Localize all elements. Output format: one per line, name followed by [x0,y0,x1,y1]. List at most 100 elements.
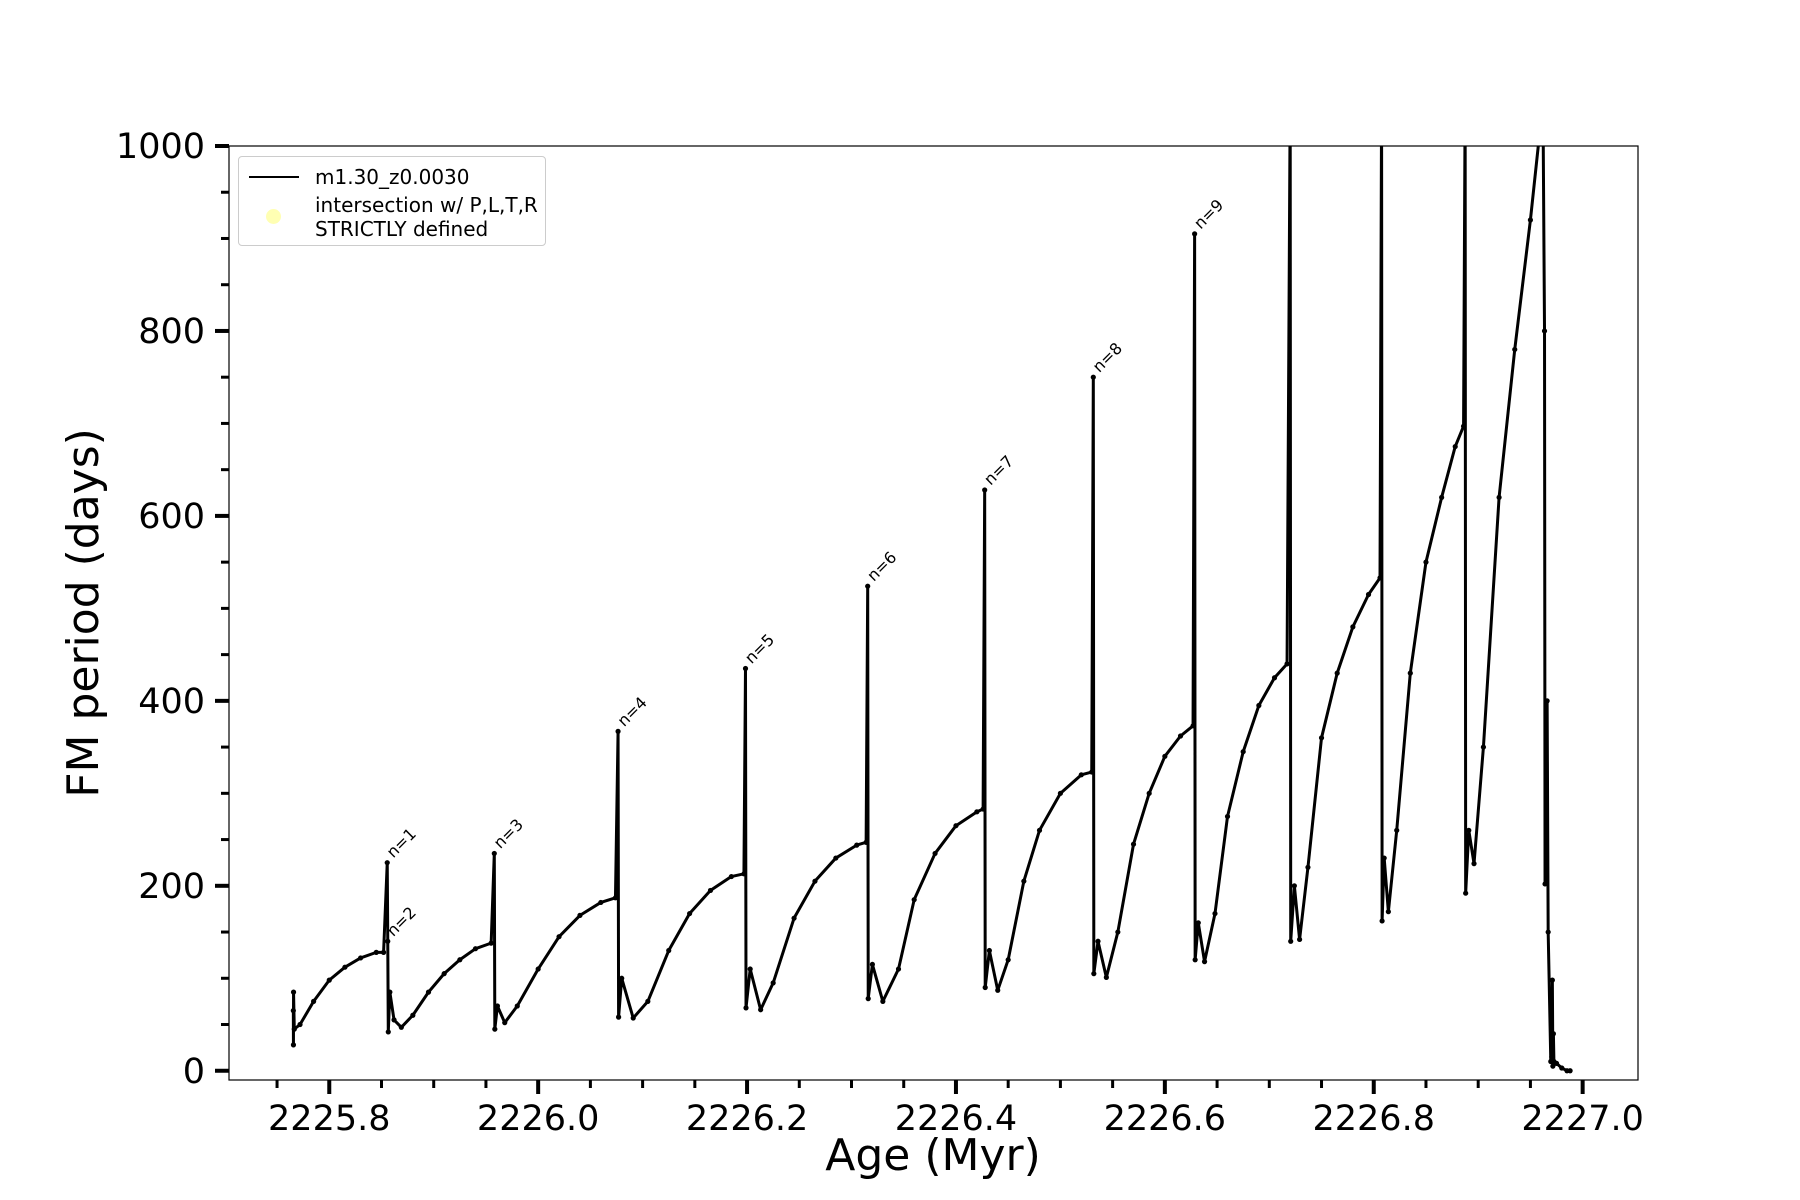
data-point [290,1008,296,1014]
data-point [472,946,479,952]
data-point [1385,909,1391,915]
data-point [290,1042,297,1048]
data-point [1460,423,1467,429]
data-point [1439,494,1445,501]
data-point [514,1003,520,1009]
y-tick-label: 800 [138,312,205,352]
data-point [577,912,583,918]
data-point [1177,733,1184,739]
y-tick-label: 200 [138,867,205,907]
data-point [1549,1054,1555,1060]
data-point [1542,881,1548,887]
data-point [880,998,886,1004]
x-tick-label: 2226.8 [1313,1099,1435,1139]
data-point [1212,910,1218,917]
data-point [986,947,992,954]
data-point [1057,790,1064,796]
data-point [1559,1065,1565,1071]
data-point [911,897,917,903]
data-point [1190,723,1196,729]
data-point [488,940,494,946]
data-point [358,955,364,961]
data-point [1466,827,1472,833]
data-point [1379,97,1384,102]
data-point [1496,494,1502,501]
data-point [1162,753,1168,759]
data-point [1350,624,1356,630]
data-point [728,873,734,880]
data-point [1256,702,1262,709]
data-point [615,728,621,734]
data-point [1540,97,1545,102]
x-tick-label: 2226.2 [686,1099,808,1139]
data-point [974,809,980,815]
data-point [1192,957,1198,963]
data-point [863,839,869,845]
x-tick-label: 2226.4 [895,1099,1017,1139]
x-tick-label: 2225.8 [268,1099,390,1139]
data-point [1224,813,1231,820]
data-point [425,989,432,995]
data-point [1271,675,1278,681]
y-axis-label: FM period (days) [58,428,109,798]
data-point [1130,841,1137,847]
data-point [391,1017,397,1023]
data-point [398,1024,404,1030]
data-point [666,947,672,954]
data-point [1379,918,1385,924]
data-point [1036,827,1043,833]
data-point [953,823,959,829]
data-point [1192,231,1198,237]
data-point [1463,97,1468,102]
data-point [1115,929,1121,935]
legend-entry: intersection w/ P,L,T,R STRICTLY defined [239,193,538,241]
data-point [1296,936,1303,943]
data-point [1549,977,1555,983]
data-point [1240,749,1246,755]
data-point [1095,938,1101,944]
data-point [1291,883,1297,889]
data-point [1527,217,1534,223]
data-point [742,665,749,672]
data-point [1550,1063,1556,1069]
legend-text: m1.30_z0.0030 [315,165,470,189]
data-point [1544,698,1550,704]
data-point [1548,1012,1554,1018]
data-point [854,842,860,848]
data-point [297,1021,303,1028]
y-tick-label: 1000 [116,127,205,167]
data-point [598,899,604,906]
annotation: n=1 [383,824,420,861]
annotation: n=7 [980,452,1017,489]
data-point [494,1003,501,1009]
data-point [1545,929,1551,935]
data-point [1377,575,1383,581]
data-point [741,871,747,877]
data-point [1146,790,1152,796]
data-point [612,895,619,901]
data-point [502,1020,508,1026]
data-point [457,957,463,963]
data-point [1005,957,1011,963]
annotation: n=5 [741,630,778,667]
data-point [492,1026,498,1032]
data-point [630,1015,636,1021]
x-tick-label: 2226.0 [477,1099,599,1139]
data-point [1091,971,1097,977]
data-point [342,964,348,970]
annotation: n=4 [613,693,650,730]
data-point [982,984,988,991]
data-point [1463,890,1469,896]
data-point [1567,1068,1573,1074]
data-point [1021,878,1027,884]
x-tick-label: 2227.0 [1521,1099,1643,1139]
plot-frame [228,145,1639,1081]
data-point [812,878,818,884]
data-point [1480,744,1487,750]
data-point [1394,827,1400,833]
data-point [326,977,332,983]
data-point [290,989,297,995]
data-point [387,989,393,995]
annotation: n=9 [1190,195,1227,232]
annotation: n=3 [490,815,527,852]
